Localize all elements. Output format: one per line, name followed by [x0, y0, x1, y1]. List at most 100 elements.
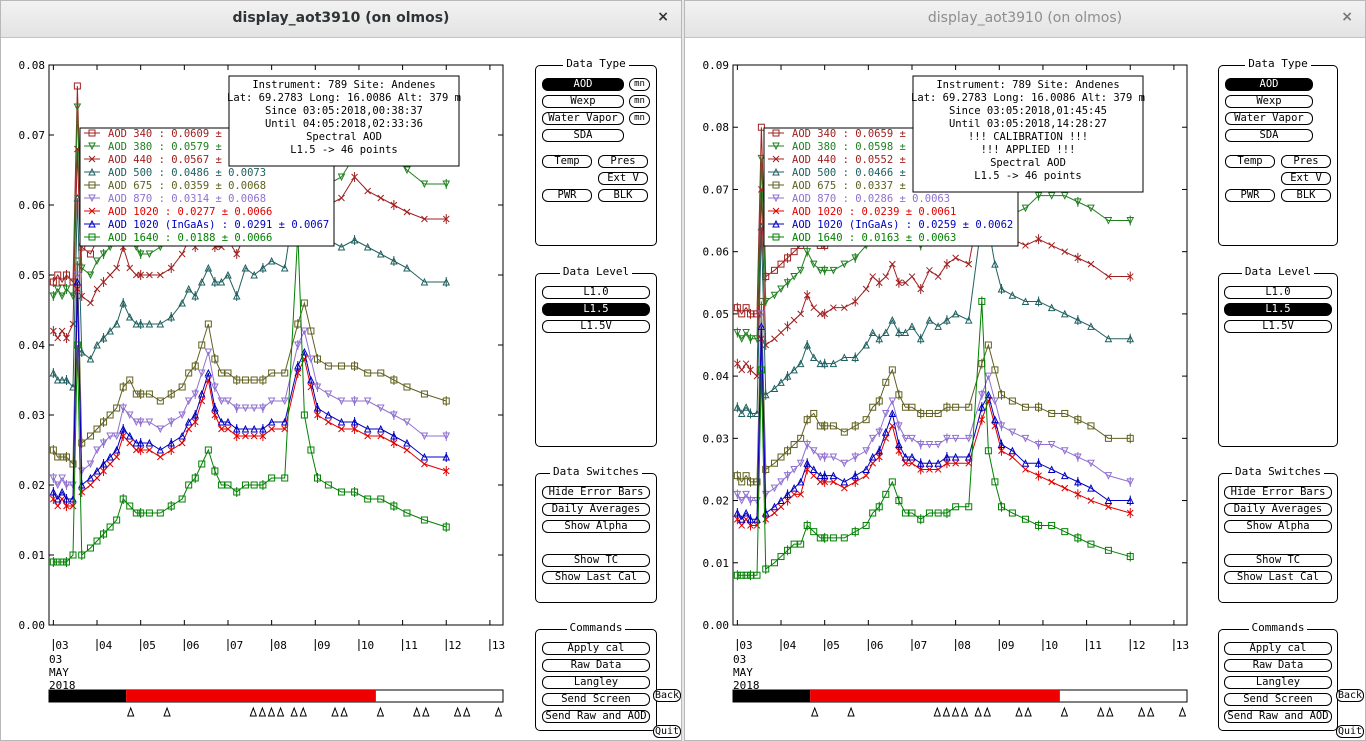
quit-button[interactable]: Quit [653, 725, 681, 738]
data-point [403, 208, 411, 216]
quit-button[interactable]: Quit [1336, 725, 1364, 738]
wexp-button[interactable]: Wexp [1225, 95, 1313, 108]
data-point [250, 432, 258, 440]
l10-button[interactable]: L1.0 [542, 286, 650, 299]
show-alpha-button[interactable]: Show Alpha [542, 520, 650, 533]
data-point [1104, 546, 1112, 554]
raw-data-button[interactable]: Raw Data [1224, 659, 1332, 672]
back-button[interactable]: Back [653, 689, 681, 702]
x-tick-label: 03 [739, 639, 752, 652]
data-point [1074, 198, 1082, 207]
data-point [1074, 315, 1082, 324]
temp-button[interactable]: Temp [542, 155, 592, 168]
data-point [86, 271, 95, 280]
data-point [390, 201, 398, 209]
aod-button[interactable]: AOD [1225, 78, 1313, 91]
hide-error-bars-button[interactable]: Hide Error Bars [542, 486, 650, 499]
send-raw-and-aod-button[interactable]: Send Raw and AOD [1224, 710, 1332, 723]
close-icon[interactable]: × [657, 9, 669, 25]
data-point [943, 459, 951, 467]
data-point [1087, 540, 1095, 548]
show-tc-button[interactable]: Show TC [1224, 554, 1332, 567]
data-point [350, 417, 359, 426]
data-point [403, 263, 411, 272]
data-point [888, 409, 897, 417]
data-point [53, 285, 62, 294]
langley-button[interactable]: Langley [1224, 676, 1332, 689]
water-vapor-button[interactable]: Water Vapor [1225, 112, 1313, 125]
data-point [218, 425, 225, 433]
marker-triangle [1146, 706, 1155, 717]
ext-v-button[interactable]: Ext V [1281, 172, 1331, 185]
temp-button[interactable]: Temp [1225, 155, 1275, 168]
raw-data-button[interactable]: Raw Data [542, 659, 650, 672]
apply-cal-button[interactable]: Apply cal [542, 642, 650, 655]
title-bar[interactable]: display_aot3910 (on olmos) × [685, 1, 1365, 38]
wexp-mn-button[interactable]: mn [629, 95, 650, 108]
data-point [746, 310, 754, 318]
data-point [951, 452, 960, 461]
daily-averages-button[interactable]: Daily Averages [1224, 503, 1332, 516]
data-point [1126, 334, 1135, 343]
send-screen-button[interactable]: Send Screen [1224, 693, 1332, 706]
data-point [69, 551, 77, 559]
data-point [86, 473, 95, 482]
show-alpha-button[interactable]: Show Alpha [1224, 520, 1332, 533]
langley-button[interactable]: Langley [542, 676, 650, 689]
pwr-button[interactable]: PWR [1225, 189, 1275, 202]
pwr-button[interactable]: PWR [542, 189, 592, 202]
data-point [797, 490, 805, 498]
ext-v-button[interactable]: Ext V [598, 172, 648, 185]
close-icon[interactable]: × [1341, 9, 1353, 25]
send-screen-button[interactable]: Send Screen [542, 693, 650, 706]
info-line: Until 03:05:2018,14:28:27 [949, 118, 1107, 130]
show-last-cal-button[interactable]: Show Last Cal [1224, 571, 1332, 584]
water-vapor-button[interactable]: Water Vapor [542, 112, 624, 125]
data-point [132, 319, 141, 328]
back-button[interactable]: Back [1336, 689, 1364, 702]
hide-error-bars-button[interactable]: Hide Error Bars [1224, 486, 1332, 499]
marker-triangle [1015, 706, 1023, 717]
blk-button[interactable]: BLK [598, 189, 648, 202]
data-point [796, 359, 805, 368]
x-tick-label: 12 [1132, 639, 1145, 652]
l15v-button[interactable]: L1.5V [1224, 320, 1332, 333]
l15-button[interactable]: L1.5 [1224, 303, 1332, 316]
sda-button[interactable]: SDA [542, 129, 624, 142]
data-point [211, 355, 219, 363]
data-point [934, 509, 942, 517]
title-bar[interactable]: display_aot3910 (on olmos) × [1, 1, 681, 38]
data-point [1021, 515, 1029, 523]
sda-button[interactable]: SDA [1225, 129, 1313, 142]
data-point [862, 521, 870, 529]
aod-mn-button[interactable]: mn [629, 78, 650, 91]
apply-cal-button[interactable]: Apply cal [1224, 642, 1332, 655]
l15v-button[interactable]: L1.5V [542, 320, 650, 333]
legend-label: AOD 1020 : 0.0277 ± 0.0066 [108, 206, 272, 218]
data-point [916, 334, 925, 343]
data-point [1087, 422, 1095, 430]
data-point [377, 194, 385, 202]
data-point [1074, 254, 1082, 262]
data-point [821, 478, 829, 486]
l15-button[interactable]: L1.5 [542, 303, 650, 316]
show-tc-button[interactable]: Show TC [542, 554, 650, 567]
data-point [99, 459, 108, 468]
data-point [112, 445, 121, 454]
data-point [307, 446, 315, 454]
aod-button[interactable]: AOD [542, 78, 624, 91]
daily-averages-button[interactable]: Daily Averages [542, 503, 650, 516]
data-point [217, 397, 226, 406]
pres-button[interactable]: Pres [1281, 155, 1331, 168]
wexp-button[interactable]: Wexp [542, 95, 624, 108]
water-vapor-mn-button[interactable]: mn [629, 112, 650, 125]
show-last-cal-button[interactable]: Show Last Cal [542, 571, 650, 584]
data-point [113, 453, 121, 461]
blk-button[interactable]: BLK [1281, 189, 1331, 202]
send-raw-and-aod-button[interactable]: Send Raw and AOD [542, 710, 650, 723]
data-point [908, 273, 916, 280]
data-point [211, 383, 219, 392]
pres-button[interactable]: Pres [598, 155, 648, 168]
data-point [851, 422, 859, 430]
l10-button[interactable]: L1.0 [1224, 286, 1332, 299]
